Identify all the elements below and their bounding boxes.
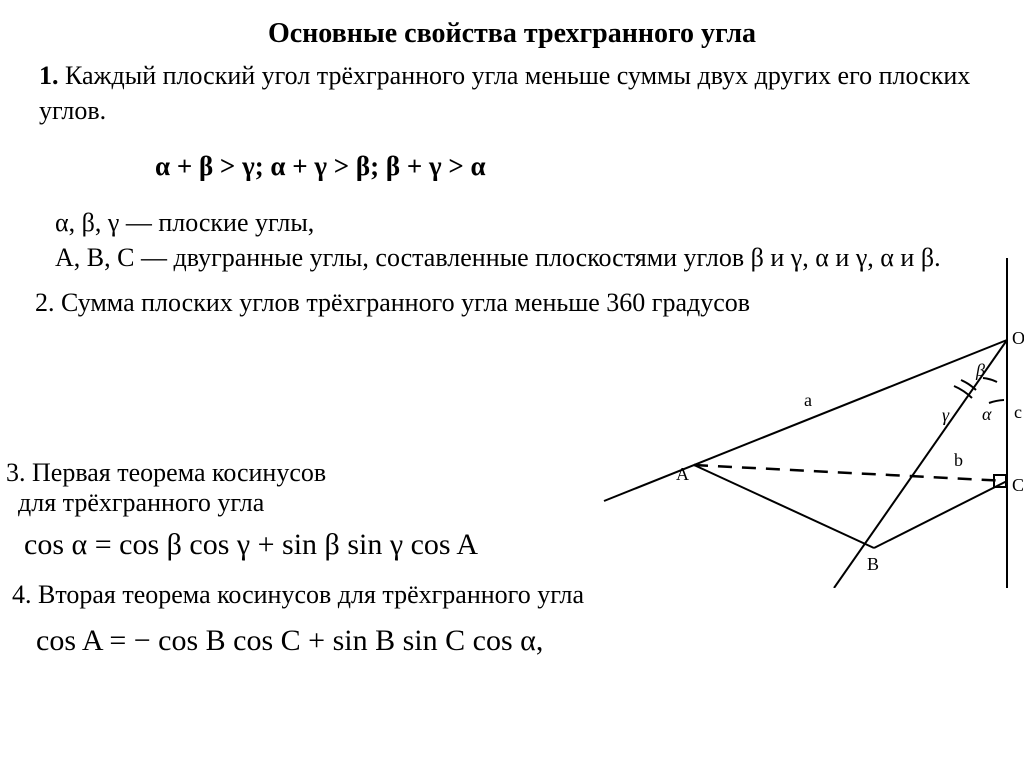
- prop1-num: 1.: [39, 61, 59, 90]
- def-line1: α, β, γ — плоские углы,: [55, 205, 989, 240]
- trihedral-angle-diagram: O C A B a b c γ β α: [584, 258, 1024, 588]
- label-a: a: [804, 390, 812, 410]
- label-alpha: α: [982, 404, 992, 424]
- label-beta: β: [975, 360, 985, 380]
- prop1-text: Каждый плоский угол трёхгранного угла ме…: [39, 61, 970, 125]
- property-3-block: 3. Первая теорема косинусов для трёхгран…: [0, 458, 584, 676]
- prop3-line2: для трёхгранного угла: [6, 488, 584, 518]
- label-c: c: [1014, 402, 1022, 422]
- label-B: B: [867, 554, 879, 574]
- page-title: Основные свойства трехгранного угла: [0, 0, 1024, 50]
- formula-1: cos α = cos β cos γ + sin β sin γ cos A: [6, 528, 584, 562]
- inequalities: α + β > γ; α + γ > β; β + γ > α: [155, 148, 989, 184]
- prop3-line1: 3. Первая теорема косинусов: [6, 458, 584, 488]
- property-1: 1. Каждый плоский угол трёхгранного угла…: [35, 58, 989, 128]
- formula-2: cos A = − cos B cos C + sin B sin C cos …: [6, 624, 584, 658]
- label-A: A: [676, 464, 689, 484]
- label-gamma: γ: [942, 405, 950, 425]
- property-4: 4. Вторая теорема косинусов для трёхгран…: [6, 580, 584, 610]
- label-O: O: [1012, 328, 1024, 348]
- label-b: b: [954, 450, 963, 470]
- label-C: C: [1012, 475, 1024, 495]
